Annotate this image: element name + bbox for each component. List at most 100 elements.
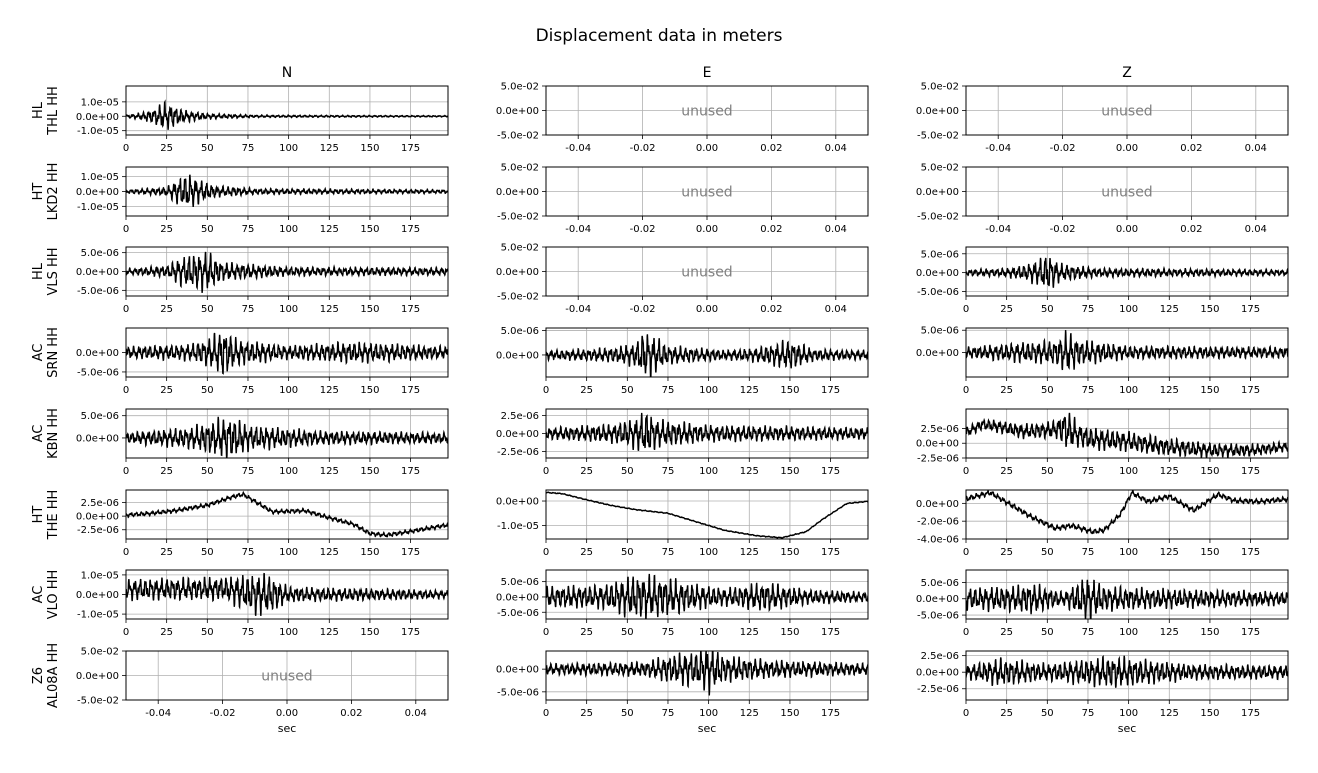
x-tick-label-r4-c2: 0 [963, 466, 969, 477]
x-tick-label-r1-c0: 100 [279, 224, 298, 235]
y-tick-label-r5-c2: -4.0e-06 [917, 535, 959, 546]
x-tick-label-r0-c1: 0.00 [696, 143, 718, 154]
x-tick-label-r7-c0: -0.02 [210, 708, 236, 719]
x-tick-label-r7-c0: 0.00 [276, 708, 298, 719]
row-label-network-2: HL [31, 262, 46, 280]
x-tick-label-r6-c0: 75 [242, 627, 255, 638]
y-tick-label-r6-c2: 5.0e-06 [921, 578, 959, 589]
y-tick-label-r4-c2: -2.5e-06 [917, 454, 959, 465]
row-label-station-6: VLO HH [46, 570, 61, 620]
y-tick-label-r1-c2: 5.0e-02 [921, 163, 959, 174]
x-tick-label-r1-c1: 0.00 [696, 224, 718, 235]
seismic-trace-r5-c0 [126, 490, 448, 538]
y-tick-label-r0-c2: -5.0e-02 [917, 131, 959, 142]
x-tick-label-r2-c0: 0 [123, 304, 129, 315]
x-tick-label-r0-c1: 0.02 [760, 143, 782, 154]
x-tick-label-r3-c0: 150 [360, 385, 379, 396]
x-tick-label-r5-c0: 125 [320, 547, 339, 558]
x-tick-label-r2-c0: 100 [279, 304, 298, 315]
x-tick-label-r0-c2: -0.02 [1050, 143, 1076, 154]
seismic-trace-r4-c0 [126, 416, 448, 458]
x-tick-label-r3-c1: 50 [621, 385, 634, 396]
x-tick-label-r1-c0: 175 [401, 224, 420, 235]
x-tick-label-r7-c2: 100 [1119, 708, 1138, 719]
x-tick-label-r5-c0: 150 [360, 547, 379, 558]
y-tick-label-r7-c1: 0.0e+00 [496, 665, 539, 676]
y-tick-label-r5-c2: 0.0e+00 [916, 499, 959, 510]
y-tick-label-r6-c0: -1.0e-05 [77, 610, 119, 621]
row-label-station-0: THL HH [46, 86, 61, 136]
x-tick-label-r4-c1: 125 [740, 466, 759, 477]
unused-label-r0-c1: unused [681, 104, 732, 120]
x-tick-label-r3-c2: 0 [963, 385, 969, 396]
x-tick-label-r6-c2: 50 [1041, 627, 1054, 638]
x-tick-label-r6-c0: 100 [279, 627, 298, 638]
x-tick-label-r0-c2: 0.02 [1180, 143, 1202, 154]
x-tick-label-r0-c2: -0.04 [985, 143, 1011, 154]
x-tick-label-r5-c2: 50 [1041, 547, 1054, 558]
x-tick-label-r1-c2: 0.02 [1180, 224, 1202, 235]
x-tick-label-r0-c2: 0.04 [1245, 143, 1267, 154]
x-tick-label-r7-c1: 25 [580, 708, 593, 719]
row-label-station-2: VLS HH [46, 247, 61, 295]
x-tick-label-r1-c1: -0.04 [565, 224, 591, 235]
y-tick-label-r3-c1: 5.0e-06 [501, 326, 539, 337]
x-tick-label-r1-c0: 25 [160, 224, 173, 235]
row-label-network-1: HT [31, 183, 46, 201]
x-tick-label-r5-c0: 75 [242, 547, 255, 558]
x-tick-label-r0-c0: 150 [360, 143, 379, 154]
x-tick-label-r0-c0: 100 [279, 143, 298, 154]
x-tick-label-r4-c0: 125 [320, 466, 339, 477]
y-tick-label-r7-c0: -5.0e-02 [77, 696, 119, 707]
y-tick-label-r7-c2: 2.5e-06 [921, 651, 959, 662]
y-tick-label-r6-c1: 5.0e-06 [501, 577, 539, 588]
x-tick-label-r2-c1: 0.02 [760, 304, 782, 315]
x-tick-label-r0-c1: 0.04 [825, 143, 847, 154]
seismic-trace-r1-c0 [126, 174, 448, 207]
seismic-trace-r2-c0 [126, 251, 448, 293]
y-tick-label-r3-c0: -5.0e-06 [77, 367, 119, 378]
x-tick-label-r0-c1: -0.02 [630, 143, 656, 154]
x-tick-label-r7-c2: 175 [1241, 708, 1260, 719]
x-tick-label-r6-c2: 150 [1200, 627, 1219, 638]
seismic-trace-r5-c2 [966, 490, 1288, 535]
x-tick-label-r6-c1: 100 [699, 627, 718, 638]
seismic-trace-r7-c2 [966, 654, 1288, 688]
x-tick-label-r5-c2: 25 [1000, 547, 1013, 558]
unused-label-r1-c2: unused [1101, 185, 1152, 201]
panel-frame-r0-c0 [125, 85, 449, 136]
x-tick-label-r2-c1: -0.02 [630, 304, 656, 315]
panel-frame-r1-c0 [125, 166, 449, 217]
panel-frame-r6-c2 [965, 569, 1289, 620]
x-tick-label-r6-c1: 0 [543, 627, 549, 638]
y-tick-label-r0-c0: 0.0e+00 [76, 112, 119, 123]
x-tick-label-r2-c2: 175 [1241, 304, 1260, 315]
x-tick-label-r1-c0: 50 [201, 224, 214, 235]
x-tick-label-r7-c1: 0 [543, 708, 549, 719]
y-tick-label-r0-c2: 5.0e-02 [921, 82, 959, 93]
x-tick-label-r6-c1: 50 [621, 627, 634, 638]
x-tick-label-r3-c2: 50 [1041, 385, 1054, 396]
x-tick-label-r5-c1: 75 [662, 547, 675, 558]
x-tick-label-r2-c2: 0 [963, 304, 969, 315]
x-tick-label-r0-c0: 75 [242, 143, 255, 154]
x-tick-label-r2-c0: 125 [320, 304, 339, 315]
x-tick-label-r6-c1: 25 [580, 627, 593, 638]
x-tick-label-r2-c2: 100 [1119, 304, 1138, 315]
x-tick-label-r7-c1: 150 [780, 708, 799, 719]
x-tick-label-r0-c1: -0.04 [565, 143, 591, 154]
unused-label-r2-c1: unused [681, 265, 732, 281]
x-tick-label-r6-c1: 150 [780, 627, 799, 638]
y-tick-label-r6-c0: 1.0e-05 [81, 570, 119, 581]
y-tick-label-r0-c0: 1.0e-05 [81, 97, 119, 108]
x-tick-label-r0-c0: 125 [320, 143, 339, 154]
x-tick-label-r3-c0: 50 [201, 385, 214, 396]
x-tick-label-r3-c1: 25 [580, 385, 593, 396]
y-tick-label-r0-c2: 0.0e+00 [916, 106, 959, 117]
panel-frame-r2-c0 [125, 246, 449, 297]
x-tick-label-r4-c1: 100 [699, 466, 718, 477]
x-tick-label-r4-c2: 175 [1241, 466, 1260, 477]
panel-frame-r1-c1 [545, 166, 869, 217]
